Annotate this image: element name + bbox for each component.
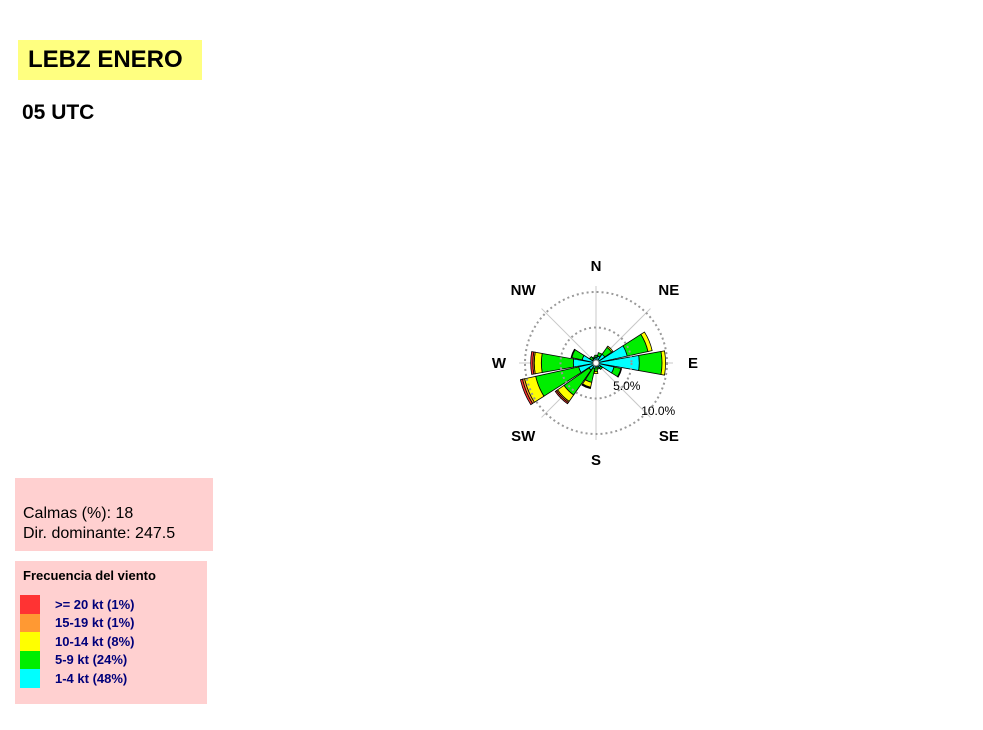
hour-subtitle: 05 UTC [22, 101, 95, 124]
legend-swatch [20, 613, 40, 632]
calms-text: Calmas (%): 18 [23, 505, 134, 522]
petal-e-s1 [638, 351, 663, 375]
petal-ene-s2 [640, 331, 653, 352]
petal-wsw-s4 [519, 378, 534, 406]
station-title: LEBZ ENERO [18, 40, 202, 80]
ring-label: 5.0% [613, 379, 641, 393]
petal-w-s4 [530, 351, 535, 375]
compass-label-se: SE [659, 428, 679, 445]
legend-label: 15-19 kt (1%) [55, 615, 135, 631]
legend-item-5kt: 5-9 kt (24%) [20, 650, 199, 669]
compass-label-ne: NE [658, 282, 679, 299]
petal-ssw-s4 [581, 383, 591, 390]
petal-ne-s2 [606, 345, 614, 353]
petal-nnw-s1 [592, 356, 596, 360]
ring-label: 10.0% [641, 404, 675, 418]
legend-label: 5-9 kt (24%) [55, 652, 128, 668]
petal-wnw-s2 [570, 348, 576, 359]
petal-sw-s4 [554, 390, 569, 405]
legend-item-15kt: 15-19 kt (1%) [20, 613, 199, 632]
legend-panel: Frecuencia del viento >= 20 kt (1%) 15-1… [15, 561, 207, 704]
compass-label-e: E [688, 355, 698, 372]
stats-panel: Calmas (%): 18 Dir. dominante: 247.5 [15, 478, 213, 551]
petal-ese-s2 [616, 368, 623, 378]
compass-label-s: S [591, 452, 601, 469]
petal-s-s2 [593, 370, 599, 375]
compass-label-n: N [591, 258, 602, 275]
legend-swatch [20, 595, 40, 614]
legend-title: Frecuencia del viento [23, 568, 156, 583]
compass-label-nw: NW [511, 282, 537, 299]
legend-swatch [20, 669, 40, 688]
petal-w-s2 [533, 351, 543, 375]
legend-label: 1-4 kt (48%) [55, 670, 128, 686]
compass-label-w: W [492, 355, 507, 372]
petal-nne-s1 [597, 352, 603, 358]
grid-spoke [595, 362, 651, 418]
petal-nw-s1 [589, 356, 595, 362]
petal-e-s2 [660, 350, 666, 376]
grid-ring [559, 326, 633, 400]
grid-ring [524, 291, 668, 435]
legend-item-1kt: 1-4 kt (48%) [20, 669, 199, 688]
legend-label: 10-14 kt (8%) [55, 633, 135, 649]
legend-item-10kt: 10-14 kt (8%) [20, 632, 199, 651]
petal-se-s1 [598, 365, 603, 370]
legend-swatch [20, 650, 40, 669]
grid-spoke [541, 308, 597, 364]
compass-label-sw: SW [511, 428, 536, 445]
dominant-direction-text: Dir. dominante: 247.5 [23, 525, 176, 542]
center-hub [592, 359, 600, 367]
legend-item-20kt: >= 20 kt (1%) [20, 595, 199, 614]
legend-swatch [20, 632, 40, 651]
legend-label: >= 20 kt (1%) [55, 596, 135, 612]
